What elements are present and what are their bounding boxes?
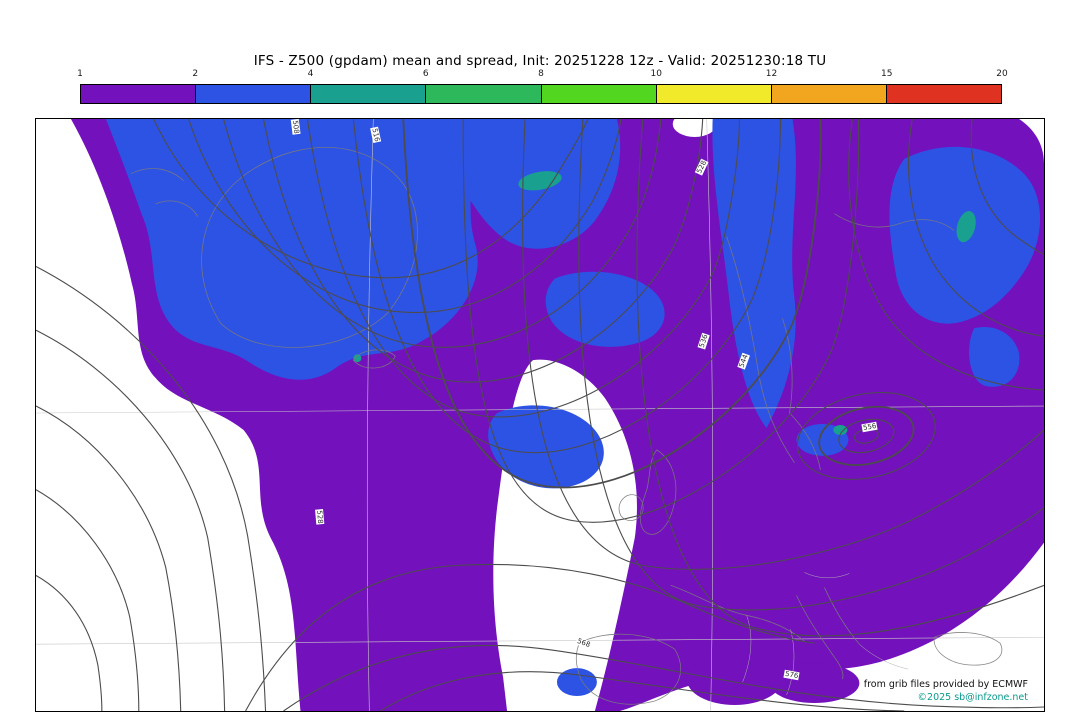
colorbar-segment-12-15 <box>771 85 887 103</box>
colorbar-ticks: 1 2 4 6 8 10 12 15 20 <box>77 69 1008 80</box>
map-canvas <box>36 119 1044 711</box>
colorbar-segment-2-4 <box>196 85 312 103</box>
coast-uk <box>639 449 677 535</box>
credit-copyright-line: ©2025 sb@infzone.net <box>917 692 1028 703</box>
chart-title: IFS - Z500 (gpdam) mean and spread, Init… <box>253 53 827 69</box>
spread-region-2-4 <box>712 119 796 428</box>
coast-italy <box>796 595 844 680</box>
coast-baltic <box>782 318 821 470</box>
spread-region-4-6 <box>353 354 362 363</box>
colorbar-tick-4: 4 <box>307 69 314 79</box>
border-layer <box>742 572 909 696</box>
colorbar-segment-6-8 <box>426 85 542 103</box>
spread-fill-layer <box>70 119 1044 711</box>
spread-region-2-4 <box>545 271 665 347</box>
coast-west-europe <box>670 585 805 642</box>
low-spread-notch <box>672 119 717 137</box>
colorbar-segment-1-2 <box>81 85 197 103</box>
coast-norway <box>726 236 795 464</box>
coast-arctic-islands <box>130 168 199 217</box>
colorbar-segment-8-10 <box>541 85 657 103</box>
colorbar-tick-20: 20 <box>996 69 1008 79</box>
spread-region-4-6 <box>956 211 976 243</box>
spread-region-4-6 <box>833 424 848 435</box>
spread-region-1-2-patch <box>686 653 783 706</box>
colorbar-tick-1: 1 <box>77 69 83 79</box>
spread-region-4-6 <box>518 171 562 191</box>
spread-region-1-2-patch <box>769 663 860 704</box>
colorbar-tick-15: 15 <box>881 69 893 79</box>
coast-ireland <box>618 494 644 521</box>
colorbar <box>80 84 1002 104</box>
spread-region-2-4 <box>105 119 478 380</box>
spread-region-2-4 <box>969 327 1020 387</box>
colorbar-tick-6: 6 <box>422 69 429 79</box>
spread-region-2-4 <box>556 668 597 697</box>
coast-russia-north <box>834 213 955 231</box>
map-panel: 508 516 528 536 544 556 528 568 576 from… <box>35 118 1045 712</box>
colorbar-tick-8: 8 <box>538 69 544 79</box>
contour-label: 528 <box>315 508 325 526</box>
coast-black-sea <box>933 632 1003 666</box>
colorbar-segment-10-12 <box>656 85 772 103</box>
coast-iceland <box>352 349 396 369</box>
map-credits: from grib files provided by ECMWF ©2025 … <box>864 679 1028 703</box>
colorbar-tick-2: 2 <box>192 69 199 79</box>
credit-ecmwf-line: from grib files provided by ECMWF <box>863 679 1028 690</box>
coast-greenland <box>201 146 418 348</box>
coast-iberia <box>575 633 682 705</box>
coastline-layer <box>130 146 1003 705</box>
contour-layer <box>36 119 1044 711</box>
colorbar-tick-12: 12 <box>765 69 778 79</box>
coast-balkans <box>824 587 861 646</box>
contour-label: 508 <box>290 118 301 136</box>
colorbar-segment-15-20 <box>886 85 1001 103</box>
colorbar-tick-10: 10 <box>650 69 662 79</box>
colorbar-segment-4-6 <box>311 85 427 103</box>
